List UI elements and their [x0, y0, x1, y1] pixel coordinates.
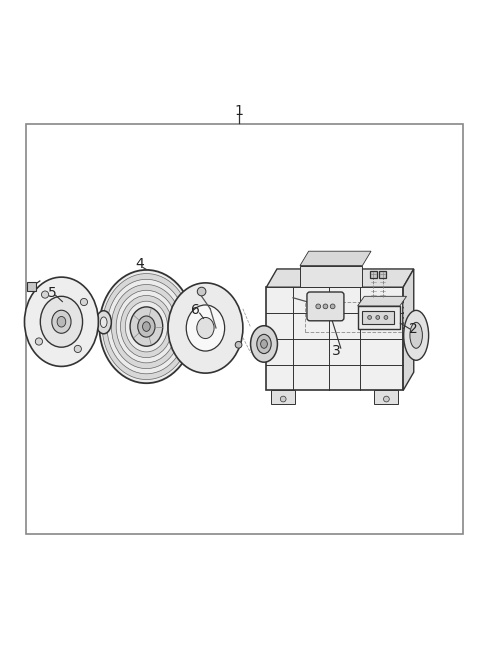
Ellipse shape	[168, 283, 243, 373]
Text: 6: 6	[192, 303, 200, 318]
Circle shape	[384, 396, 389, 402]
Ellipse shape	[186, 305, 225, 351]
Ellipse shape	[57, 316, 66, 327]
Text: 4: 4	[136, 257, 144, 271]
Ellipse shape	[125, 301, 168, 352]
FancyBboxPatch shape	[307, 292, 344, 321]
Ellipse shape	[130, 307, 163, 346]
Circle shape	[36, 338, 43, 345]
Bar	[362, 311, 394, 324]
Ellipse shape	[99, 270, 193, 383]
Ellipse shape	[138, 316, 155, 337]
Text: 1: 1	[235, 104, 243, 117]
Circle shape	[80, 298, 87, 306]
Circle shape	[235, 341, 242, 348]
Circle shape	[376, 316, 380, 319]
Circle shape	[384, 316, 388, 319]
Circle shape	[41, 291, 48, 298]
Ellipse shape	[197, 318, 214, 338]
Ellipse shape	[404, 310, 429, 360]
Ellipse shape	[40, 297, 83, 347]
Ellipse shape	[100, 317, 107, 327]
Text: 2: 2	[409, 322, 418, 336]
Ellipse shape	[107, 279, 186, 374]
Ellipse shape	[251, 326, 277, 362]
Bar	[370, 271, 377, 277]
Bar	[358, 306, 400, 329]
Bar	[300, 266, 362, 287]
Circle shape	[368, 316, 372, 319]
Text: 3: 3	[332, 344, 340, 358]
Bar	[379, 271, 386, 277]
Polygon shape	[300, 251, 371, 266]
Circle shape	[280, 396, 286, 402]
Ellipse shape	[143, 321, 150, 331]
Polygon shape	[358, 297, 407, 306]
Polygon shape	[403, 269, 414, 390]
Ellipse shape	[24, 277, 98, 367]
Ellipse shape	[96, 311, 111, 334]
Ellipse shape	[120, 295, 172, 358]
Ellipse shape	[410, 322, 422, 348]
Bar	[266, 287, 403, 390]
Ellipse shape	[52, 310, 71, 333]
Bar	[27, 282, 36, 291]
Circle shape	[74, 345, 82, 352]
Text: 5: 5	[48, 286, 56, 300]
Ellipse shape	[102, 274, 191, 380]
Ellipse shape	[116, 290, 177, 363]
Polygon shape	[266, 269, 414, 287]
Bar	[305, 302, 403, 332]
Circle shape	[323, 304, 328, 309]
Bar	[26, 124, 463, 535]
Ellipse shape	[257, 335, 271, 354]
Circle shape	[316, 304, 321, 309]
Ellipse shape	[111, 285, 181, 369]
Ellipse shape	[261, 340, 267, 348]
Circle shape	[330, 304, 335, 309]
Circle shape	[197, 287, 206, 296]
Bar	[374, 390, 398, 404]
Bar	[271, 390, 295, 404]
